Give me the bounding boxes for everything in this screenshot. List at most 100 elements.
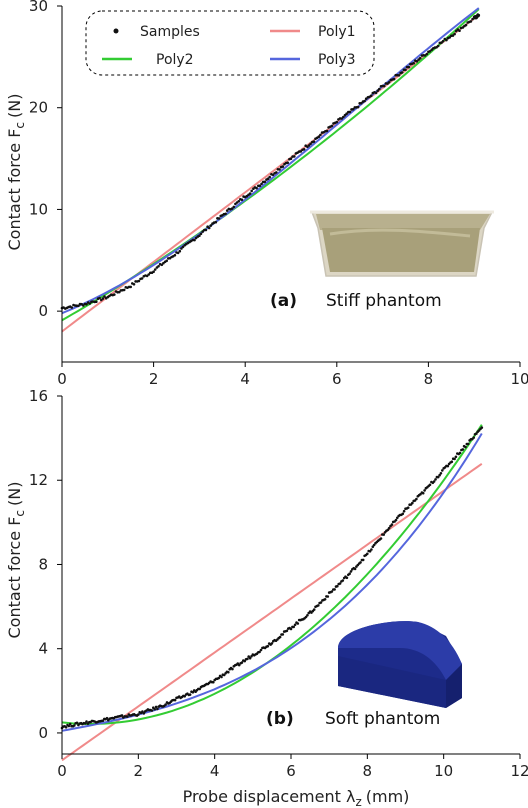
panel-b-sample-point	[450, 460, 454, 464]
panel-b-sample-point	[432, 480, 436, 483]
panel-b-y-tick-label: 0	[38, 724, 48, 742]
panel-b-sample-point	[75, 721, 79, 725]
panel-a-sample-point	[289, 157, 293, 160]
panel-b-sample-point	[401, 512, 405, 516]
legend-samples-label: Samples	[140, 24, 200, 40]
panel-b-x-tick-label: 10	[434, 762, 453, 780]
panel-b-sample-point	[217, 676, 221, 680]
panel-b-sample-point	[368, 550, 372, 553]
panel-a-sample-point	[330, 124, 334, 128]
panel-a-sample-point	[103, 295, 106, 298]
panel-a-sample-point	[319, 133, 322, 137]
panel-a-sample-point	[199, 232, 203, 236]
panel-b-sample-point	[198, 687, 201, 691]
panel-b-sample-point	[220, 675, 223, 679]
panel-a-sample-point	[140, 277, 144, 280]
panel-a-sample-point	[113, 293, 116, 296]
panel-b-sample-point	[333, 588, 336, 591]
panel-a-sample-point	[312, 140, 316, 143]
panel-a-sample-point	[132, 283, 136, 286]
panel-a-sample-point	[230, 207, 234, 210]
panel-a-sample-point	[428, 50, 432, 53]
panel-b-sample-point	[266, 644, 270, 648]
panel-b-sample-point	[154, 705, 158, 709]
panel-b-sample-point	[323, 598, 327, 601]
panel-b-sample-point	[296, 622, 300, 625]
stiff-phantom-photo	[310, 210, 494, 277]
panel-a-sample-point	[453, 32, 456, 36]
panel-a-sample-point	[458, 29, 461, 32]
panel-b-x-tick-label: 0	[57, 762, 67, 780]
panel-a-x-tick-label: 8	[424, 370, 434, 388]
panel-b-sample-point	[259, 648, 263, 652]
panel-b-sample-point	[153, 707, 156, 711]
panel-a-sample-point	[152, 270, 155, 274]
panel-b-x-tick-label: 6	[286, 762, 296, 780]
panel-a-sample-point	[425, 52, 429, 56]
panel-a-sample-point	[85, 303, 88, 306]
panel-a-sample-point	[445, 38, 448, 42]
panel-b-x-tick-label: 12	[510, 762, 528, 780]
panel-b-sample-point	[281, 633, 285, 636]
panel-a-sample-point	[165, 259, 168, 263]
panel-a-sample-point	[378, 87, 381, 91]
panel-a-sample-point	[70, 306, 74, 309]
panel-a-sample-point	[335, 120, 339, 124]
panel-b-sample-point	[453, 457, 456, 461]
panel-a-y-tick-label: 10	[29, 200, 48, 218]
panel-b-y-tick-label: 8	[38, 555, 48, 573]
panel-b-sample-point	[461, 448, 465, 451]
panel-a-sample-point	[232, 205, 236, 209]
panel-a-sample-point	[281, 165, 285, 168]
panel-b: (b) Soft phantom 0 2 4 6 8 10 12 0 4 8 12 16 Contac…	[5, 387, 528, 808]
panel-a-sample-point	[363, 99, 366, 103]
panel-b-y-tick-label: 16	[29, 387, 48, 405]
legend-box	[85, 10, 375, 76]
legend-poly2-label: Poly2	[156, 52, 194, 68]
panel-b-sample-point	[396, 516, 399, 520]
panel-a-sample-point	[374, 91, 378, 95]
panel-b-sample-point	[227, 670, 230, 674]
panel-b-sample-point	[434, 478, 437, 481]
panel-b-sample-point	[319, 601, 323, 604]
panel-b-sample-point	[270, 642, 274, 645]
panel-a-sample-point	[198, 234, 201, 237]
panel-a-sample-point	[95, 300, 98, 304]
panel-b-sample-point	[141, 710, 144, 713]
panel-a-sample-point	[469, 20, 473, 23]
panel-b-sample-point	[240, 661, 244, 664]
panel-a-sample-point	[180, 247, 183, 250]
panel-a-sample-point	[207, 226, 211, 230]
panel-b-y-tick-label: 4	[38, 640, 48, 658]
panel-a-sample-point	[268, 175, 272, 179]
panel-a-sample-point	[160, 263, 164, 267]
panel-a-sample-point	[77, 304, 80, 308]
panel-b-sample-point	[212, 680, 215, 684]
panel-b-sample-point	[278, 635, 282, 639]
panel-b-sample-point	[458, 451, 462, 455]
panel-b-sample-point	[237, 663, 241, 667]
panel-a-sample-point	[224, 212, 227, 216]
panel-b-sample-point	[68, 722, 72, 726]
panel-a-sample-point	[193, 238, 196, 242]
panel-b-x-tick-label: 4	[210, 762, 220, 780]
panel-a-sample-point	[214, 220, 218, 224]
panel-b-label: Soft phantom	[325, 709, 440, 729]
panel-b-sample-point	[446, 464, 450, 468]
panel-a: (a) Stiff phantom 0 2 4 6 8 10 0 10 20 30 Samples…	[5, 0, 528, 388]
panel-b-sample-point	[338, 582, 342, 585]
panel-a-sample-point	[348, 110, 352, 114]
panel-b-sample-point	[137, 713, 140, 716]
panel-b-sample-point	[317, 604, 320, 607]
panel-b-sample-point	[258, 650, 261, 654]
panel-a-x-tick-label: 2	[149, 370, 159, 388]
panel-b-sample-point	[188, 693, 192, 696]
panel-a-sample-point	[387, 81, 391, 84]
panel-a-sample-point	[471, 17, 474, 21]
panel-a-sample-point	[351, 107, 355, 111]
panel-a-sample-point	[407, 65, 411, 69]
panel-a-sample-point	[369, 94, 373, 97]
panel-b-sample-point	[73, 724, 76, 727]
panel-b-sample-point	[326, 595, 330, 598]
panel-b-sample-point	[454, 455, 458, 459]
